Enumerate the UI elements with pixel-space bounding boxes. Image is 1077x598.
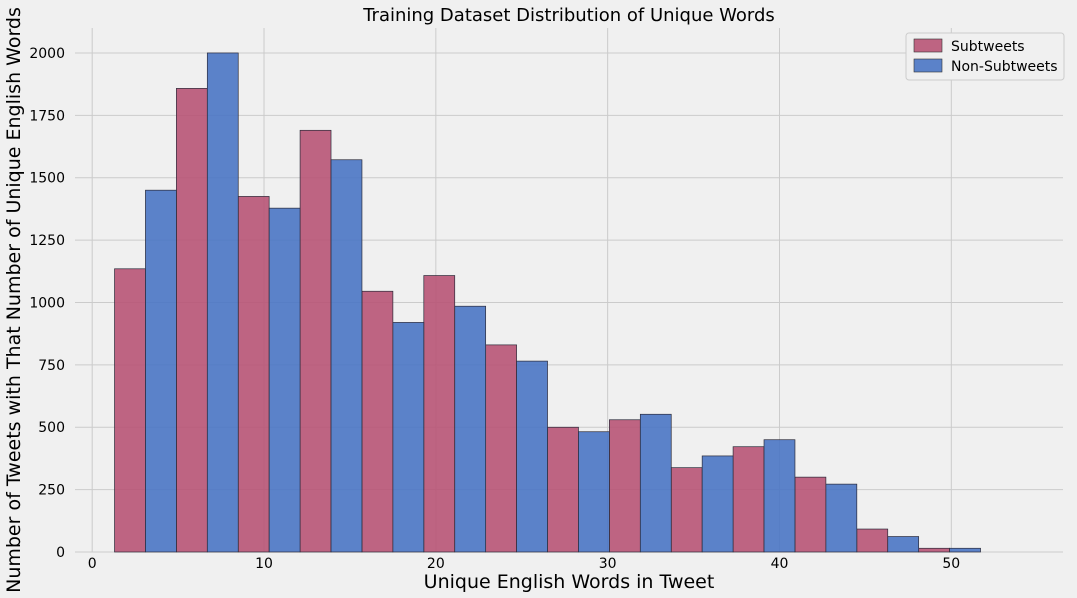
- bars: [114, 52, 981, 553]
- x-tick-label: 40: [771, 556, 789, 572]
- x-tick-label: 0: [88, 556, 97, 572]
- bar-non-subtweets: [763, 439, 796, 553]
- tick-labels: 0 250 500 750 1000 1250 1500 1750 2000 0 10 20 30 40 5…: [29, 46, 960, 572]
- bar-subtweets: [114, 268, 146, 553]
- bar-non-subtweets: [639, 413, 672, 553]
- bar-non-subtweets: [701, 455, 734, 553]
- y-tick-label: 0: [56, 545, 65, 561]
- bar-subtweets: [176, 88, 208, 553]
- y-axis-title: Number of Tweets with That Number of Uni…: [3, 7, 25, 593]
- y-tick-label: 1750: [29, 108, 65, 124]
- bar-subtweets: [609, 419, 641, 553]
- y-tick-label: 1500: [29, 171, 65, 187]
- bar-non-subtweets: [578, 431, 610, 553]
- bar-non-subtweets: [206, 52, 239, 553]
- bar-subtweets: [485, 344, 517, 553]
- bar-subtweets: [361, 290, 394, 553]
- bar-subtweets: [856, 528, 889, 553]
- bar-non-subtweets: [516, 360, 548, 553]
- bar-subtweets: [732, 446, 765, 553]
- legend-label-non-subtweets: Non-Subtweets: [951, 59, 1058, 75]
- y-tick-label: 250: [38, 483, 65, 499]
- legend-label-subtweets: Subtweets: [951, 39, 1025, 55]
- bar-subtweets: [237, 196, 270, 553]
- y-tick-label: 2000: [29, 46, 65, 62]
- legend-frame: [905, 32, 1065, 81]
- bar-subtweets: [794, 476, 827, 553]
- bar-non-subtweets: [825, 483, 858, 553]
- bar-non-subtweets: [949, 547, 981, 553]
- bar-subtweets: [299, 129, 332, 553]
- legend-swatch-non-subtweets: [913, 58, 943, 73]
- bar-non-subtweets: [330, 159, 363, 553]
- bar-non-subtweets: [268, 207, 301, 553]
- y-tick-label: 500: [38, 420, 65, 436]
- bar-subtweets: [918, 547, 950, 553]
- bar-non-subtweets: [392, 322, 425, 553]
- bar-non-subtweets: [887, 536, 920, 553]
- y-tick-label: 1250: [29, 233, 65, 249]
- x-tick-label: 50: [942, 556, 960, 572]
- y-tick-label: 750: [38, 358, 65, 374]
- legend-swatch-subtweets: [913, 38, 943, 53]
- x-tick-label: 30: [599, 556, 617, 572]
- bar-subtweets: [423, 275, 456, 553]
- y-tick-label: 1000: [29, 295, 65, 311]
- x-axis-title: Unique English Words in Tweet: [424, 571, 715, 593]
- bar-subtweets: [670, 467, 703, 553]
- x-tick-label: 10: [255, 556, 273, 572]
- chart-title: Training Dataset Distribution of Unique …: [362, 5, 775, 26]
- x-tick-label: 20: [427, 556, 445, 572]
- bar-non-subtweets: [145, 189, 177, 553]
- legend: Subtweets Non-Subtweets: [905, 32, 1065, 81]
- bar-non-subtweets: [454, 305, 487, 553]
- bar-subtweets: [547, 426, 579, 553]
